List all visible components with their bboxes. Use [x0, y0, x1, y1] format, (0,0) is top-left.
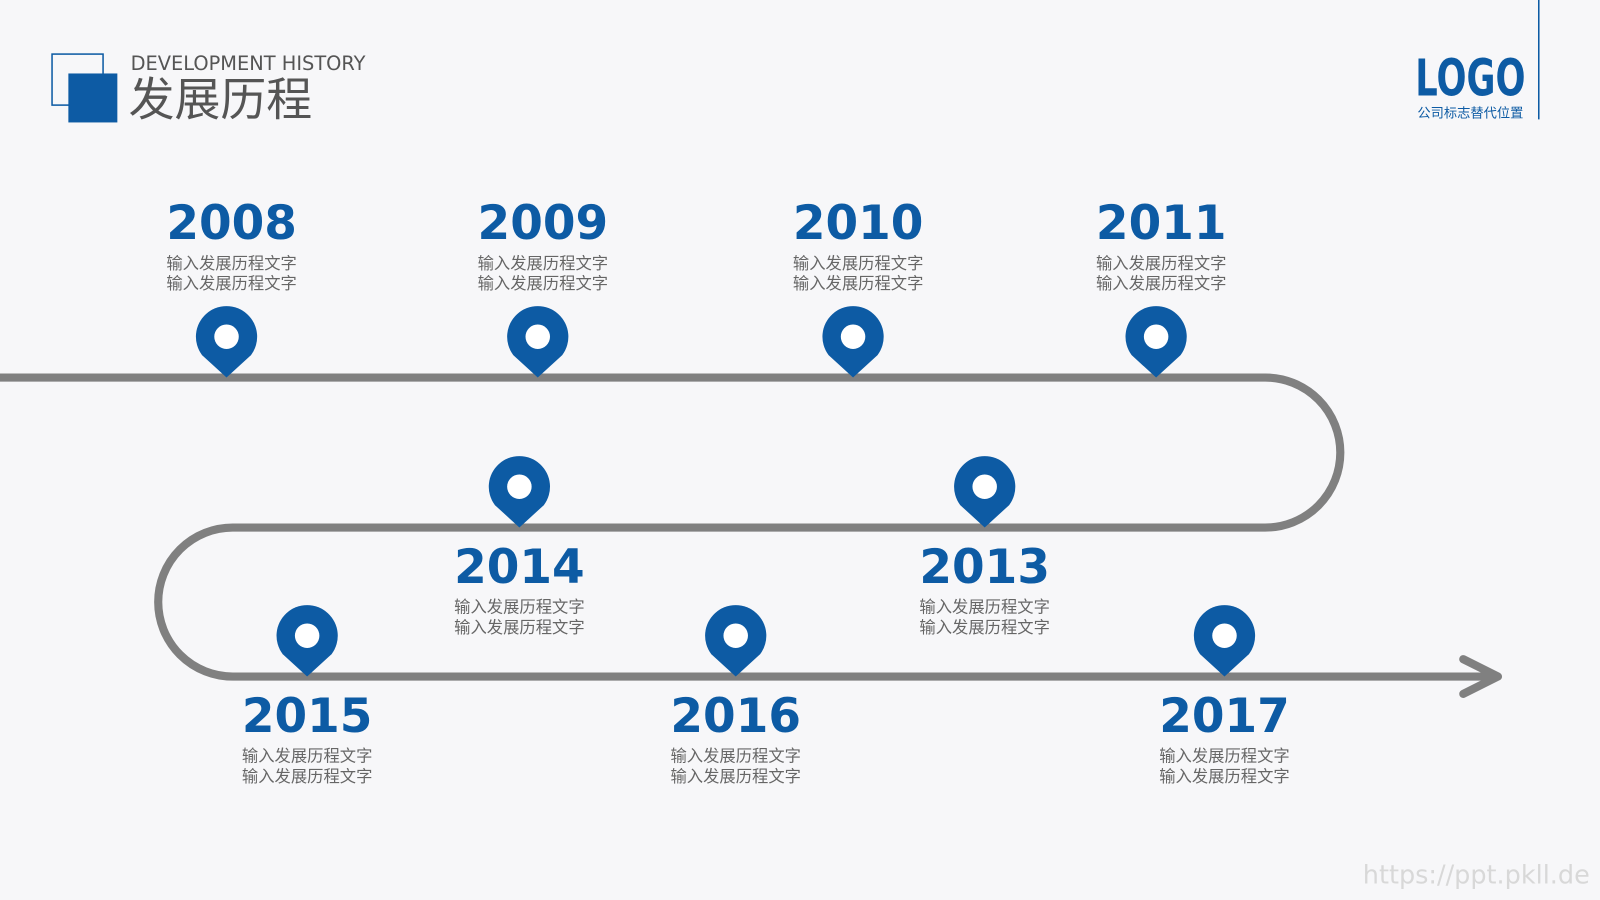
- milestone-year: 2008: [166, 196, 297, 251]
- pin-hole: [723, 623, 748, 648]
- header-subtitle: DEVELOPMENT HISTORY: [131, 52, 366, 75]
- pin-hole: [1143, 324, 1169, 349]
- logo-text: LOGO: [1415, 50, 1525, 109]
- logo-caption: 公司标志替代位置: [1417, 105, 1523, 121]
- timeline-arrow: [1459, 655, 1503, 698]
- milestone-text: 输入发展历程文字: [670, 747, 801, 766]
- pin-hole: [1212, 623, 1237, 648]
- header-title: 发展历程: [129, 73, 313, 127]
- milestone-text: 输入发展历程文字: [1096, 274, 1227, 293]
- milestone-text: 输入发展历程文字: [242, 747, 373, 766]
- milestone-year: 2011: [1096, 196, 1227, 251]
- milestone-year: 2017: [1159, 689, 1290, 744]
- milestone-text: 输入发展历程文字: [919, 598, 1050, 617]
- milestone-text: 输入发展历程文字: [454, 598, 585, 617]
- milestone-text: 输入发展历程文字: [242, 767, 373, 786]
- milestone-text: 输入发展历程文字: [454, 618, 585, 637]
- milestone-text: 输入发展历程文字: [166, 274, 297, 293]
- milestone-year: 2015: [242, 689, 373, 744]
- pin-hole: [294, 623, 320, 648]
- milestone-year: 2014: [454, 540, 585, 595]
- milestone-year: 2009: [478, 196, 609, 251]
- milestone-text: 输入发展历程文字: [670, 767, 801, 786]
- pin-hole: [972, 474, 997, 499]
- milestone-year: 2013: [919, 540, 1050, 595]
- milestone-text: 输入发展历程文字: [793, 274, 924, 293]
- milestone-text: 输入发展历程文字: [793, 254, 924, 273]
- header-square: [68, 73, 118, 123]
- milestone-text: 输入发展历程文字: [1159, 767, 1290, 786]
- milestone-text: 输入发展历程文字: [478, 274, 609, 293]
- milestone-text: 输入发展历程文字: [166, 254, 297, 273]
- pin-hole: [840, 324, 866, 349]
- milestone-text: 输入发展历程文字: [1159, 747, 1290, 766]
- pin-hole: [507, 474, 532, 499]
- pin-hole: [214, 324, 239, 349]
- timeline-path: [0, 373, 1498, 681]
- milestone-year: 2010: [793, 196, 924, 251]
- pin-hole: [525, 324, 550, 349]
- watermark: https://ppt.pkll.de: [1363, 861, 1590, 891]
- milestone-text: 输入发展历程文字: [919, 618, 1050, 637]
- milestone-text: 输入发展历程文字: [478, 254, 609, 273]
- milestone-text: 输入发展历程文字: [1096, 254, 1227, 273]
- milestone-year: 2016: [670, 689, 801, 744]
